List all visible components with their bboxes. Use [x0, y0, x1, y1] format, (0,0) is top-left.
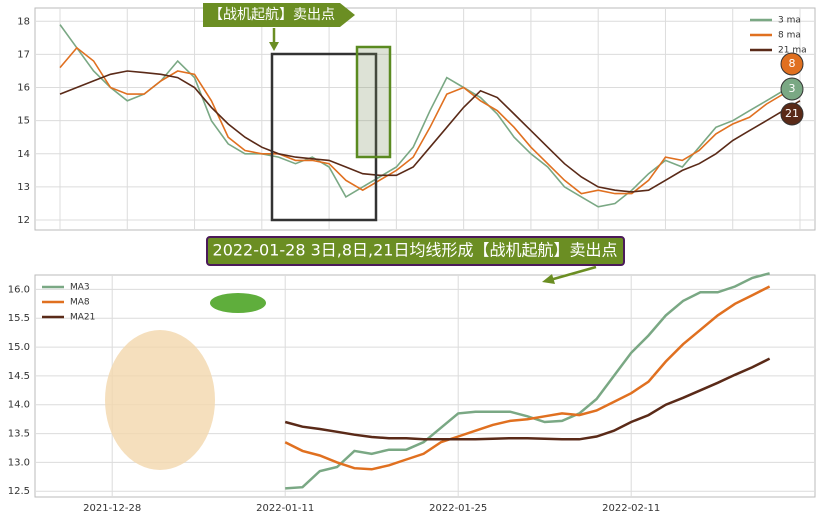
ma-line — [59, 46, 801, 195]
ma-line — [284, 357, 771, 441]
y-tick-label: 14.5 — [8, 371, 30, 382]
y-tick-label: 15 — [17, 116, 30, 127]
arrow-head — [542, 274, 555, 284]
legend-label: 3 ma — [778, 16, 801, 26]
badge-label: 21 — [785, 107, 799, 120]
y-tick-label: 13.0 — [8, 457, 30, 468]
badge-label: 3 — [789, 82, 796, 95]
badge — [780, 102, 804, 126]
y-tick-label: 18 — [17, 16, 30, 27]
legend-label: 8 ma — [778, 31, 801, 41]
x-tick-label: 2022-01-11 — [256, 503, 314, 514]
ma-line — [59, 70, 801, 193]
y-tick-label: 14.0 — [8, 400, 30, 411]
plane-illustration — [210, 293, 266, 313]
y-tick-label: 16 — [17, 83, 30, 94]
top-banner — [203, 3, 355, 27]
middle-banner-text: 2022-01-28 3日,8日,21日均线形成【战机起航】卖出点 — [213, 241, 618, 260]
legend-label: 21 ma — [778, 46, 807, 56]
y-tick-label: 12.5 — [8, 486, 30, 497]
x-tick-label: 2021-12-28 — [83, 503, 141, 514]
y-tick-label: 16.0 — [8, 284, 30, 295]
badge-label: 8 — [789, 57, 796, 70]
y-tick-label: 14 — [17, 149, 30, 160]
dog-illustration — [105, 330, 215, 470]
range-box — [270, 52, 378, 222]
badge — [780, 77, 804, 101]
legend-label: MA3 — [70, 283, 90, 293]
signal-box — [355, 45, 392, 159]
arrow-head — [269, 42, 279, 51]
y-tick-label: 15.5 — [8, 313, 30, 324]
legend-label: MA21 — [70, 313, 95, 323]
badge — [780, 52, 804, 76]
ma-line — [285, 272, 770, 490]
ma-line — [59, 24, 801, 208]
x-tick-label: 2022-01-25 — [429, 503, 487, 514]
y-tick-label: 13 — [17, 182, 30, 193]
legend-label: MA8 — [70, 298, 90, 308]
top-plot — [34, 7, 816, 231]
ma-line — [284, 285, 771, 471]
arrow — [549, 265, 597, 282]
y-tick-label: 15.0 — [8, 342, 30, 353]
y-tick-label: 12 — [17, 215, 30, 226]
x-tick-label: 2022-02-11 — [602, 503, 660, 514]
middle-banner — [206, 236, 625, 266]
y-tick-label: 17 — [17, 49, 30, 60]
y-tick-label: 13.5 — [8, 429, 30, 440]
top-banner-text: 【战机起航】卖出点 — [209, 7, 335, 23]
